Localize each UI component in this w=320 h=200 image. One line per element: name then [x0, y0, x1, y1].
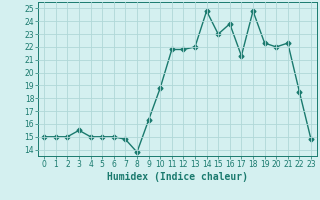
X-axis label: Humidex (Indice chaleur): Humidex (Indice chaleur)	[107, 172, 248, 182]
